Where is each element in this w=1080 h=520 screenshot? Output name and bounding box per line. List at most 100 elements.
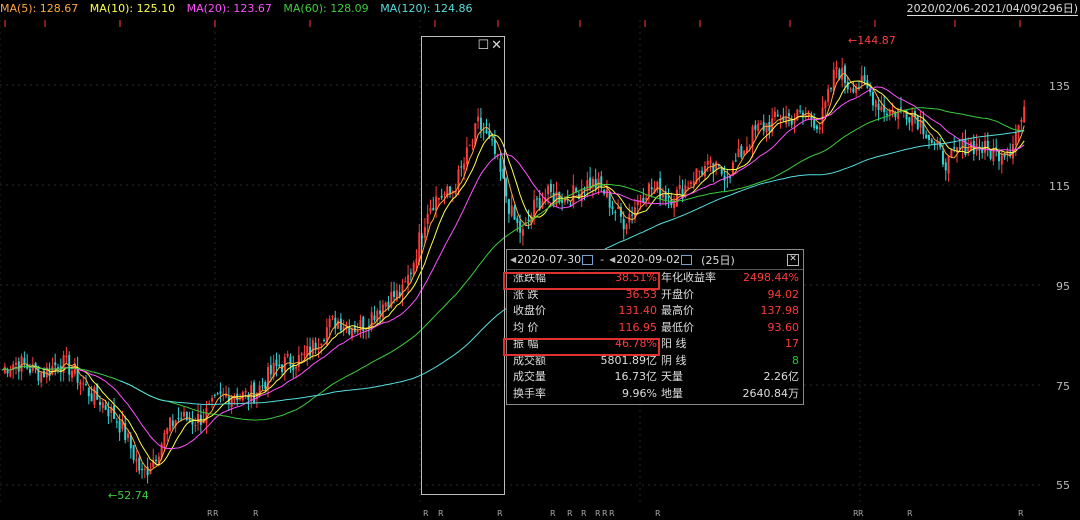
calendar-icon[interactable] — [681, 254, 693, 265]
ma10-label: MA(10): 125.10 — [89, 2, 176, 15]
candle-body — [818, 127, 821, 130]
maximize-icon[interactable]: ☐ — [477, 38, 490, 53]
candle-body — [535, 198, 538, 200]
candle-body — [673, 203, 676, 209]
candle-body — [493, 139, 496, 154]
close-icon[interactable]: ✕ — [491, 38, 502, 53]
end-date[interactable]: 2020-09-02 — [616, 253, 681, 266]
date-separator: - — [600, 253, 605, 266]
candle-body — [894, 112, 897, 117]
candle-body — [647, 183, 650, 197]
candle-body — [292, 364, 295, 371]
day-count: (25日) — [701, 253, 735, 267]
candle-body — [474, 123, 477, 145]
range-selection-box[interactable]: ☐ ✕ — [421, 36, 505, 495]
prev-end-arrow-icon[interactable]: ◀ — [609, 255, 616, 264]
candle-body — [278, 364, 281, 367]
candle-body — [625, 224, 628, 230]
candle-body — [138, 457, 141, 471]
candle-body — [85, 384, 88, 386]
stat-label-right: 最高价 — [661, 304, 694, 317]
candle-body — [897, 109, 900, 120]
candle-body — [306, 345, 309, 356]
candle-body — [572, 185, 575, 206]
candle-body — [1000, 155, 1003, 165]
candle-body — [143, 468, 146, 470]
candle-body — [617, 206, 620, 209]
candle-body — [393, 291, 396, 297]
candle-body — [141, 468, 144, 470]
candle-body — [356, 330, 359, 333]
candle-body — [838, 69, 841, 80]
candle-body — [65, 355, 68, 358]
candle-body — [409, 272, 412, 274]
candle-body — [432, 207, 435, 211]
candle-body — [989, 150, 992, 159]
prev-start-arrow-icon[interactable]: ◀ — [510, 255, 517, 264]
candle-body — [502, 168, 505, 179]
candle-body — [650, 187, 653, 190]
candle-body — [166, 428, 169, 435]
candle-body — [1003, 153, 1006, 157]
candle-body — [407, 275, 410, 285]
stat-label-left: 换手率 — [513, 386, 546, 400]
candle-body — [208, 403, 211, 405]
candle-body — [351, 329, 354, 338]
candle-body — [958, 147, 961, 149]
candle-body — [437, 197, 440, 200]
candle-body — [258, 385, 261, 397]
candle-body — [810, 116, 813, 120]
candle-body — [765, 123, 768, 133]
candle-body — [594, 179, 597, 189]
candle-body — [751, 126, 754, 148]
stats-row: 振 幅 46.78% 阳 线 17 — [507, 336, 803, 353]
candle-body — [530, 215, 533, 224]
stat-label-right: 最低价 — [661, 320, 694, 334]
candle-body — [829, 88, 832, 90]
candle-body — [264, 382, 267, 389]
candle-body — [510, 205, 513, 216]
candle-body — [538, 198, 541, 210]
candle-body — [843, 65, 846, 84]
y-tick-115: 115 — [1049, 180, 1070, 193]
rights-marker: R — [907, 509, 913, 518]
candle-body — [395, 290, 398, 301]
candle-body — [992, 148, 995, 162]
candle-body — [555, 191, 558, 205]
candle-body — [110, 407, 113, 413]
date-range-label[interactable]: 2020/02/06-2021/04/09(296日) — [906, 2, 1078, 16]
candle-body — [692, 181, 695, 185]
candle-body — [211, 397, 214, 402]
rights-marker: R — [207, 509, 213, 518]
candle-body — [34, 362, 37, 369]
candle-body — [997, 150, 1000, 162]
candle-body — [219, 391, 222, 394]
candle-body — [611, 206, 614, 210]
candle-body — [454, 190, 457, 195]
candle-body — [90, 393, 93, 402]
candle-body — [272, 362, 275, 378]
candle-body — [782, 116, 785, 121]
candle-body — [930, 139, 933, 143]
candle-body — [561, 200, 564, 203]
candle-body — [558, 191, 561, 203]
candle-body — [533, 199, 536, 217]
start-date[interactable]: 2020-07-30 — [517, 253, 582, 266]
rights-marker: R — [567, 509, 573, 518]
candle-body — [687, 187, 690, 189]
stat-label-left: 成交量 — [513, 370, 546, 383]
candle-body — [194, 424, 197, 426]
calendar-icon[interactable] — [582, 254, 594, 265]
candle-body — [667, 196, 670, 198]
close-icon[interactable]: ✕ — [787, 253, 799, 266]
candle-body — [362, 316, 365, 332]
candle-body — [807, 114, 810, 118]
stats-row: 成交额 5801.89亿阴 线 8 — [507, 353, 803, 370]
candle-body — [661, 194, 664, 198]
candle-body — [740, 145, 743, 158]
stat-value-right: 17 — [785, 337, 799, 350]
candle-body — [171, 420, 174, 427]
candle-body — [146, 466, 149, 476]
candle-body — [684, 185, 687, 197]
